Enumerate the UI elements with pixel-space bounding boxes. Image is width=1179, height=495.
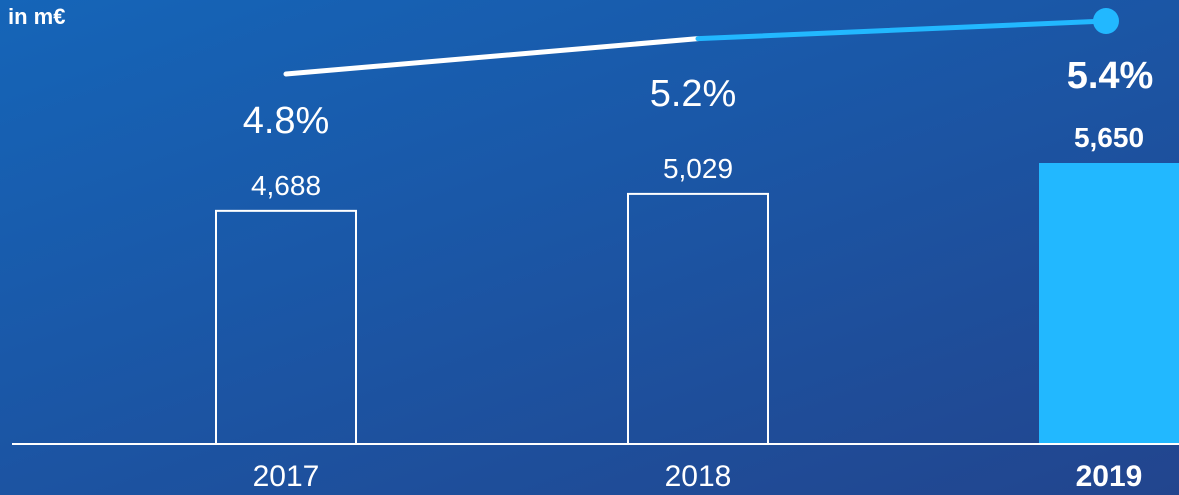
unit-label: in m€ [8,4,66,29]
bar-2019 [1039,163,1179,444]
bar-value-label-2018: 5,029 [663,153,733,184]
line-point-2019 [1093,8,1119,34]
bars-layer [215,163,1179,445]
bar-value-label-2017: 4,688 [251,170,321,201]
x-tick-label-2017: 2017 [253,460,320,493]
bar-value-label-2019: 5,650 [1074,122,1144,153]
bar-2017 [215,209,357,445]
x-tick-label-2018: 2018 [665,460,732,493]
line-value-label-2018: 5.2% [650,73,737,115]
line-segment-2017-2018 [283,36,701,77]
line-layer [283,8,1119,77]
x-tick-label-2019: 2019 [1076,460,1143,493]
labels-layer: 4,688 2017 5,029 2018 5,650 2019 4.8% 5.2% 5.4% [243,55,1154,493]
line-value-label-2019: 5.4% [1067,55,1154,97]
bar-2018 [627,192,769,445]
line-value-label-2017: 4.8% [243,100,330,142]
line-segment-2018-2019 [695,18,1109,42]
